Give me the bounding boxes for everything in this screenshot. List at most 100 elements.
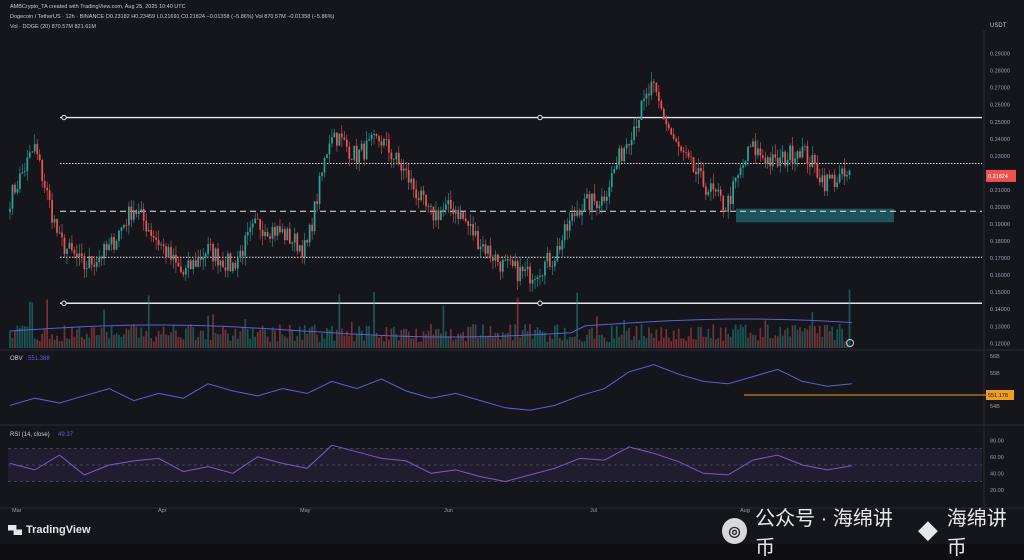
candle-body — [415, 189, 418, 199]
volume-bar — [603, 337, 606, 348]
volume-bar — [192, 326, 195, 348]
volume-bar — [316, 334, 318, 348]
volume-bar — [11, 337, 14, 348]
volume-bar — [653, 338, 655, 348]
candle-body — [162, 244, 165, 247]
volume-bar — [355, 334, 358, 348]
volume-bar — [63, 325, 66, 348]
candle-body — [432, 206, 435, 221]
volume-bar — [150, 338, 153, 348]
volume-bar — [71, 326, 73, 348]
candle-body — [831, 174, 834, 179]
candle-body — [472, 224, 474, 236]
candle-body — [326, 154, 328, 158]
price-tick-label: 0.15000 — [990, 290, 1010, 296]
volume-bar — [276, 341, 279, 348]
candle-body — [19, 173, 21, 190]
rsi-value: 49.37 — [58, 432, 74, 438]
candle-body — [14, 184, 16, 193]
candle-body — [558, 246, 561, 250]
volume-bar — [833, 340, 836, 348]
candle-body — [519, 266, 522, 282]
chart-canvas[interactable]: USDT 0.29000 0.28000 0.27000 0.26000 0.25000 0… — [0, 0, 1024, 544]
candle-body — [219, 260, 222, 266]
candle-body — [202, 257, 205, 260]
candle-body — [363, 143, 366, 160]
volume-bar — [553, 325, 556, 348]
candle-body — [796, 151, 799, 159]
volume-bar — [558, 338, 561, 348]
candle-body — [402, 168, 405, 171]
volume-bar — [739, 324, 742, 348]
candle-body — [9, 208, 11, 213]
volume-bar — [791, 325, 794, 348]
price-tick-label: 0.17000 — [990, 256, 1010, 262]
volume-bar — [593, 338, 596, 348]
candle-body — [397, 152, 400, 164]
candle-body — [598, 205, 601, 209]
obv-label: OBV — [10, 356, 23, 362]
volume-bar — [219, 334, 222, 348]
volume-bar — [427, 330, 430, 348]
volume-bar — [66, 338, 68, 348]
candle-body — [457, 209, 460, 220]
candle-body — [640, 100, 643, 120]
price-tick-label: 0.23000 — [990, 154, 1010, 160]
level-anchor — [537, 114, 543, 121]
candle-body — [152, 235, 155, 238]
candle-body — [781, 151, 784, 158]
volume-bar — [239, 331, 242, 348]
candle-body — [98, 257, 101, 263]
candle-body — [286, 228, 289, 241]
volume-bar — [98, 335, 101, 348]
volume-bar — [539, 329, 541, 348]
volume-bar — [286, 338, 289, 348]
candle-body — [293, 233, 296, 243]
volume-bar — [496, 333, 499, 348]
volume-bar — [256, 332, 259, 348]
candle-body — [222, 260, 224, 268]
time-tick-label: Mar — [12, 508, 22, 514]
candle-body — [175, 254, 177, 263]
volume-bar — [392, 326, 395, 348]
candle-body — [739, 167, 742, 176]
volume-bar — [214, 332, 217, 348]
volume-bar — [487, 335, 489, 348]
candle-body — [88, 256, 91, 269]
candle-body — [100, 257, 103, 259]
volume-bar — [110, 326, 113, 348]
candle-body — [677, 141, 680, 147]
volume-bar — [568, 337, 571, 348]
candle-body — [737, 175, 739, 178]
candle-body — [355, 145, 358, 163]
tradingview-brand: TradingView — [8, 524, 91, 536]
candle-body — [655, 82, 658, 93]
candle-body — [591, 193, 593, 211]
volume-bar — [388, 339, 390, 348]
volume-bar — [477, 337, 479, 348]
volume-bar — [754, 335, 757, 348]
watermark-text2: 海绵讲币 — [946, 508, 1007, 559]
candle-body — [118, 230, 120, 241]
volume-bar — [457, 333, 460, 348]
volume-bar — [56, 335, 58, 348]
candle-body — [68, 242, 71, 249]
candle-body — [93, 264, 96, 267]
candle-body — [385, 139, 388, 140]
candle-body — [496, 254, 499, 262]
candle-body — [526, 266, 529, 270]
candle-body — [113, 237, 115, 250]
rsi-tick-label: 80.00 — [990, 438, 1004, 444]
volume-bar — [365, 325, 368, 348]
candle-body — [809, 164, 811, 167]
candle-body — [11, 184, 14, 209]
candle-body — [734, 177, 737, 182]
candle-body — [680, 146, 682, 151]
candle-body — [675, 138, 678, 142]
volume-bar — [95, 335, 98, 348]
volume-bar — [727, 333, 730, 348]
volume-bar — [615, 326, 618, 348]
candle-body — [51, 199, 53, 223]
candle-body — [843, 168, 846, 177]
candle-body — [541, 275, 544, 277]
